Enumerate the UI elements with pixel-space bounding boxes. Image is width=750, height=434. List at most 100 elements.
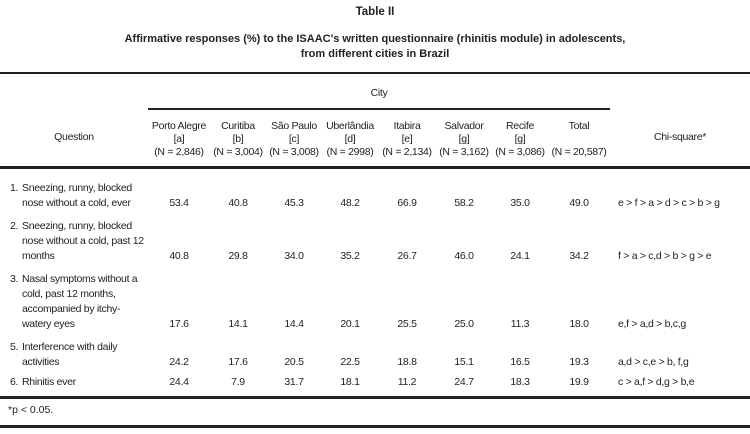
value-cell: 53.4 — [169, 196, 189, 209]
city-n: (N = 2,134) — [382, 146, 432, 159]
city-name: Salvador — [444, 120, 484, 133]
value-cell: 24.4 — [169, 375, 189, 388]
value-cell: 11.2 — [397, 375, 417, 388]
city-name: Curitiba — [221, 120, 255, 133]
chi-square-cell: a,d > c,e > b, f,g — [618, 355, 689, 368]
city-code: [c] — [288, 133, 300, 146]
city-name: São Paulo — [271, 120, 317, 133]
value-cell: 31.7 — [284, 375, 304, 388]
footnote-bottom-rule — [0, 425, 750, 428]
question-text: Rhinitis ever — [22, 375, 76, 388]
subtitle-line: Affirmative responses (%) to the ISAAC's… — [124, 33, 626, 45]
footnote: *p < 0.05. — [8, 404, 54, 416]
value-cell: 25.0 — [454, 317, 474, 330]
value-cell: 15.1 — [454, 355, 474, 368]
city-name: Itabira — [393, 120, 421, 133]
value-cell: 66.9 — [397, 196, 417, 209]
value-cell: 18.1 — [340, 375, 360, 388]
value-cell: 14.4 — [284, 317, 304, 330]
table-subtitle: Affirmative responses (%) to the ISAAC's… — [0, 32, 750, 62]
value-cell: 24.2 — [169, 355, 189, 368]
city-code: [a] — [173, 133, 185, 146]
value-cell: 20.1 — [340, 317, 360, 330]
table-row: 1. Sneezing, runny, blocked nose without … — [0, 167, 750, 211]
question-number: 2. — [10, 219, 19, 232]
city-name: Porto Alegre — [151, 120, 207, 133]
question-number: 6. — [10, 375, 19, 388]
city-n: (N = 3,004) — [213, 146, 263, 159]
question-text: Sneezing, runny, blocked nose without a … — [22, 219, 144, 262]
column-header: Total (N = 20,587) — [548, 109, 610, 167]
top-rule — [0, 72, 750, 74]
value-cell: 35.2 — [340, 249, 360, 262]
column-header: Uberlândia [d] (N = 2998) — [322, 109, 378, 167]
value-cell: 18.8 — [397, 355, 417, 368]
city-n: (N = 3,086) — [495, 146, 545, 159]
table-row: 6. Rhinitis ever 24.4 7.9 31.7 18.1 11.2 24.7 18… — [0, 370, 750, 390]
value-cell: 24.7 — [454, 375, 474, 388]
value-cell: 18.3 — [510, 375, 530, 388]
table-bottom-rule — [0, 396, 750, 399]
value-cell: 17.6 — [228, 355, 248, 368]
question-cell: 1. Sneezing, runny, blocked nose without … — [0, 167, 148, 211]
value-cell: 14.1 — [228, 317, 248, 330]
city-n: (N = 20,587) — [551, 146, 607, 159]
value-cell: 22.5 — [340, 355, 360, 368]
city-code: [d] — [344, 133, 356, 146]
city-n: (N = 2,846) — [154, 146, 204, 159]
value-cell: 18.0 — [569, 317, 589, 330]
value-cell: 49.0 — [569, 196, 589, 209]
city-code: [b] — [232, 133, 244, 146]
value-cell: 7.9 — [231, 375, 245, 388]
value-cell: 45.3 — [284, 196, 304, 209]
chi-square-cell: e,f > a,d > b,c,g — [618, 317, 686, 330]
city-name: Total — [568, 120, 590, 133]
data-table: City Question Porto Alegre [a] (N = 2,846)… — [0, 78, 750, 390]
value-cell: 35.0 — [510, 196, 530, 209]
question-cell: 2. Sneezing, runny, blocked nose without … — [0, 211, 148, 264]
question-header: Question — [54, 130, 94, 143]
chi-square-cell: f > a > c,d > b > g > e — [618, 249, 712, 262]
column-header: São Paulo [c] (N = 3,008) — [266, 109, 322, 167]
column-header: Itabira [e] (N = 2,134) — [378, 109, 436, 167]
value-cell: 40.8 — [228, 196, 248, 209]
city-code — [548, 133, 610, 146]
table-title: Table II — [355, 6, 395, 18]
column-header: Porto Alegre [a] (N = 2,846) — [148, 109, 210, 167]
chi-square-header: Chi-square* — [653, 130, 707, 143]
value-cell: 19.9 — [569, 375, 589, 388]
question-text: Nasal symptoms without a cold, past 12 m… — [22, 272, 138, 330]
city-n: (N = 2998) — [326, 146, 374, 159]
question-cell: 6. Rhinitis ever — [0, 370, 148, 390]
question-text: Interference with daily activities — [22, 340, 118, 368]
table-row: 2. Sneezing, runny, blocked nose without … — [0, 211, 750, 264]
value-cell: 48.2 — [340, 196, 360, 209]
question-text: Sneezing, runny, blocked nose without a … — [22, 181, 132, 209]
city-code: [g] — [458, 133, 470, 146]
value-cell: 58.2 — [454, 196, 474, 209]
column-header: Recife [g] (N = 3,086) — [492, 109, 548, 167]
city-n: (N = 3,008) — [269, 146, 319, 159]
value-cell: 34.2 — [569, 249, 589, 262]
table-row: 3. Nasal symptoms without a cold, past 12… — [0, 264, 750, 332]
chi-square-cell: c > a,f > d,g > b,e — [618, 375, 695, 388]
value-cell: 11.3 — [510, 317, 530, 330]
city-name: Uberlândia — [326, 120, 374, 133]
value-cell: 46.0 — [454, 249, 474, 262]
value-cell: 17.6 — [169, 317, 189, 330]
question-number: 5. — [10, 340, 19, 353]
value-cell: 20.5 — [284, 355, 304, 368]
question-number: 1. — [10, 181, 19, 194]
city-n: (N = 3,162) — [439, 146, 489, 159]
value-cell: 26.7 — [397, 249, 417, 262]
city-group-header: City — [370, 86, 388, 99]
value-cell: 16.5 — [510, 355, 530, 368]
table-row: 5. Interference with daily activities 24.2… — [0, 332, 750, 370]
column-header: Salvador [g] (N = 3,162) — [436, 109, 492, 167]
value-cell: 24.1 — [510, 249, 530, 262]
question-number: 3. — [10, 272, 19, 285]
column-header: Curitiba [b] (N = 3,004) — [210, 109, 266, 167]
question-cell: 3. Nasal symptoms without a cold, past 12… — [0, 264, 148, 332]
value-cell: 40.8 — [169, 249, 189, 262]
subtitle-line: from different cities in Brazil — [300, 48, 450, 60]
